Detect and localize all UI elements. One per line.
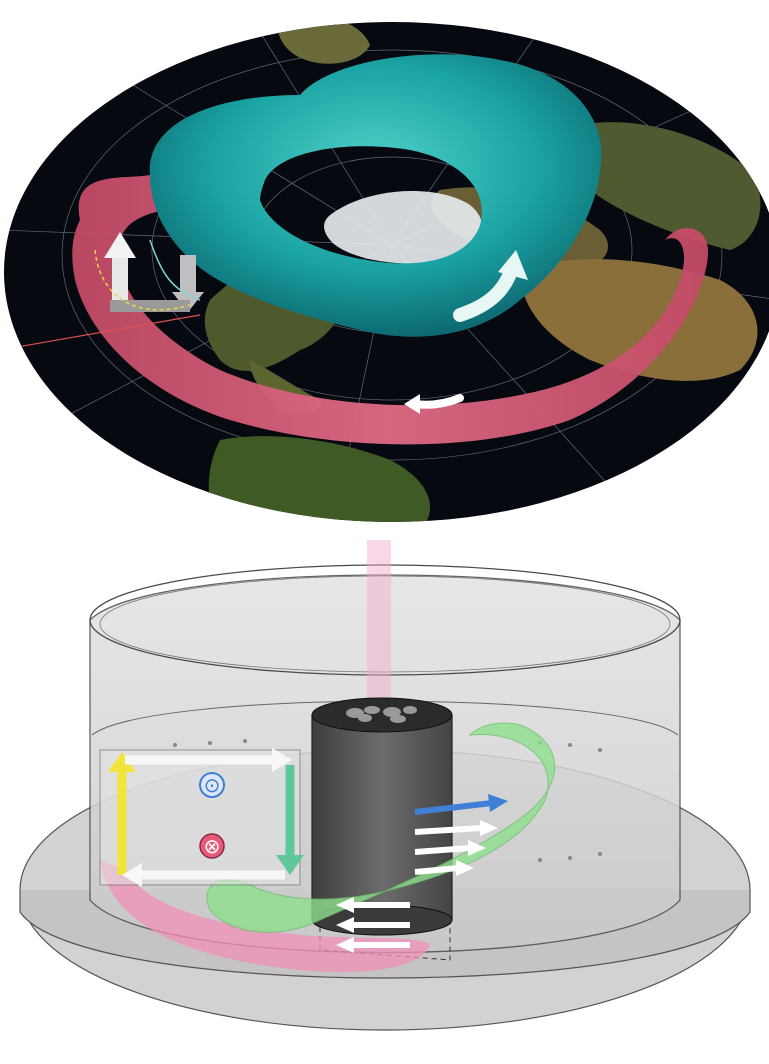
band-flow-arrowhead bbox=[404, 394, 420, 414]
radial-outflow-arrows bbox=[414, 794, 508, 876]
radial-inflow-arrows bbox=[336, 897, 410, 953]
inflow-arrowhead-1 bbox=[336, 897, 354, 913]
outflow-arrowhead-1 bbox=[480, 820, 498, 836]
inflow-arrowhead-2 bbox=[336, 917, 354, 933]
cylinder-stones bbox=[346, 706, 417, 723]
bottom-left-arrowhead bbox=[122, 863, 142, 887]
green-down-arrowhead bbox=[276, 855, 304, 875]
into-page-symbol-bg bbox=[199, 833, 225, 859]
outflow-arrow-1 bbox=[414, 825, 483, 835]
outflow-arrowhead-3 bbox=[456, 860, 474, 876]
torus-flow-arrowhead bbox=[498, 250, 528, 280]
outflow-arrow-2 bbox=[414, 845, 471, 855]
into-page-symbol: ⊗ bbox=[204, 834, 221, 858]
globe-visualization bbox=[4, 22, 769, 522]
loop-frame bbox=[99, 749, 301, 886]
overturning-loop: ⊙ ⊗ bbox=[99, 748, 304, 887]
tank-panel: ⊙ ⊗ bbox=[0, 540, 769, 1064]
top-right-arrowhead bbox=[272, 748, 292, 772]
outflow-arrow-3 bbox=[414, 865, 459, 875]
polar-ice bbox=[324, 191, 483, 264]
blue-outflow-arrow bbox=[414, 800, 493, 815]
yellow-up-arrowhead bbox=[108, 752, 136, 772]
blue-outflow-arrowhead bbox=[488, 794, 508, 812]
inflow-arrowhead-3 bbox=[336, 937, 354, 953]
continents bbox=[204, 22, 761, 522]
out-of-page-symbol-bg bbox=[199, 772, 225, 798]
globe-panel bbox=[4, 22, 769, 522]
outflow-arrowhead-2 bbox=[468, 840, 486, 856]
teal-jet-torus bbox=[149, 54, 602, 337]
cylinder-top bbox=[311, 697, 453, 733]
overturning-arrows bbox=[4, 232, 204, 351]
out-of-page-symbol: ⊙ bbox=[204, 773, 221, 797]
rotating-tank-sketch: ⊙ ⊗ bbox=[19, 540, 751, 1031]
tank-top-rim bbox=[89, 564, 681, 676]
green-plume bbox=[206, 722, 555, 933]
central-cylinder bbox=[311, 714, 453, 921]
pink-beam bbox=[367, 540, 391, 700]
tank-top-rim-inner bbox=[99, 575, 671, 673]
pink-current-band bbox=[72, 174, 709, 445]
asia-land bbox=[556, 122, 761, 250]
